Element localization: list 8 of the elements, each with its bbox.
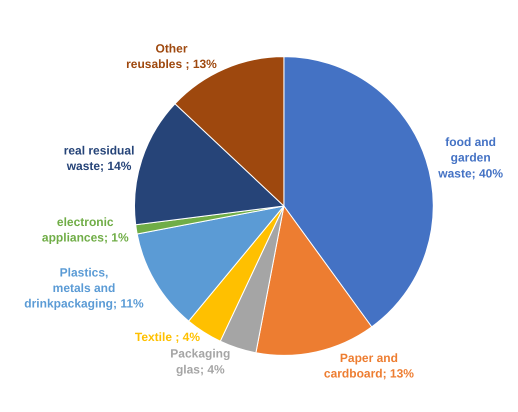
- slice-label: Packaging glas; 4%: [170, 346, 230, 376]
- slice-label: electronic appliances; 1%: [42, 214, 129, 245]
- slice-label: food and garden waste; 40%: [437, 135, 504, 180]
- slice-label: real residual waste; 14%: [64, 144, 134, 174]
- slice-label: Paper and cardboard; 13%: [324, 351, 414, 381]
- slice-label: Textile ; 4%: [134, 330, 200, 344]
- slice-label: Plastics, metals and drinkpackaging; 11%: [24, 265, 144, 311]
- slice-label: Other reusables ; 13%: [126, 42, 218, 72]
